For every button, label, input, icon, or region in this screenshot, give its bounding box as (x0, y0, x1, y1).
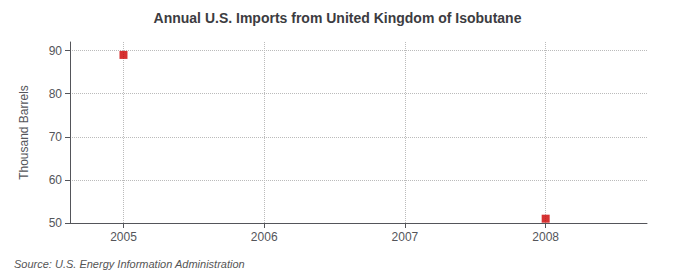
svg-text:2008: 2008 (532, 230, 559, 244)
svg-text:50: 50 (49, 216, 63, 230)
svg-text:Thousand Barrels: Thousand Barrels (17, 85, 31, 180)
svg-text:70: 70 (49, 130, 63, 144)
svg-text:2007: 2007 (392, 230, 419, 244)
svg-text:60: 60 (49, 173, 63, 187)
svg-text:2005: 2005 (110, 230, 137, 244)
svg-text:2006: 2006 (251, 230, 278, 244)
svg-text:80: 80 (49, 87, 63, 101)
svg-text:Annual U.S. Imports from Unite: Annual U.S. Imports from United Kingdom … (154, 10, 522, 26)
svg-text:Source: U.S. Energy Informatio: Source: U.S. Energy Information Administ… (14, 258, 245, 270)
svg-text:90: 90 (49, 44, 63, 58)
